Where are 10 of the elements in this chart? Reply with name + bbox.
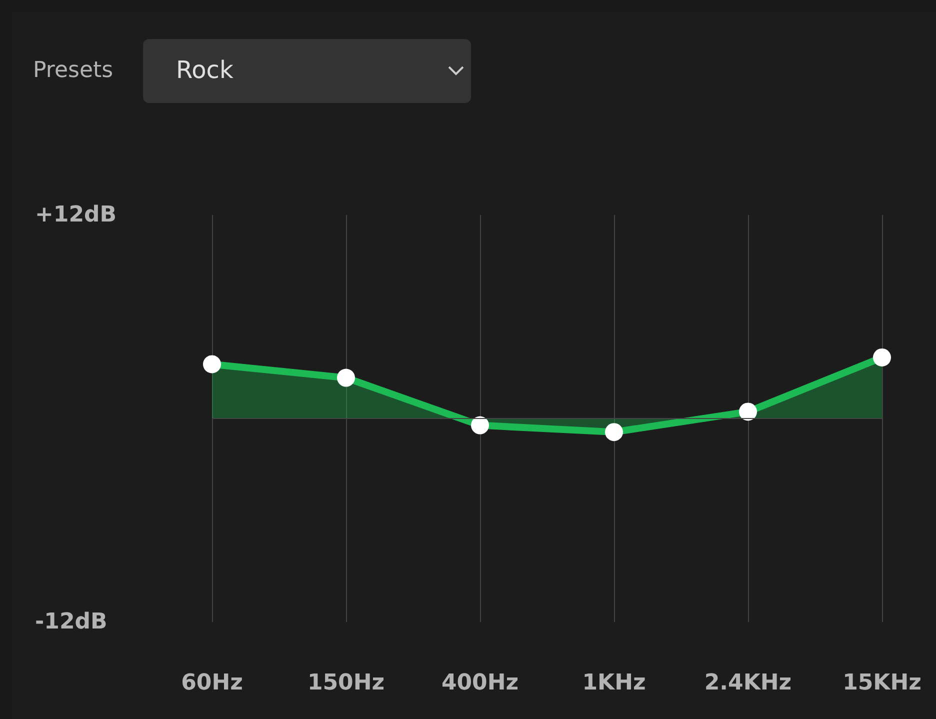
text: Rock: [176, 56, 234, 84]
x-tick-label: 400Hz: [441, 670, 519, 696]
text: Presets: [33, 58, 114, 83]
x-tick-label: 60Hz: [181, 670, 243, 696]
x-tick-label: 150Hz: [307, 670, 385, 696]
y-tick-label: +12dB: [35, 202, 117, 228]
x-tick-label: 2.4KHz: [704, 670, 792, 696]
y-tick-label: -12dB: [35, 610, 108, 634]
x-tick-label: 15KHz: [842, 670, 922, 696]
x-tick-label: 1KHz: [582, 670, 646, 696]
